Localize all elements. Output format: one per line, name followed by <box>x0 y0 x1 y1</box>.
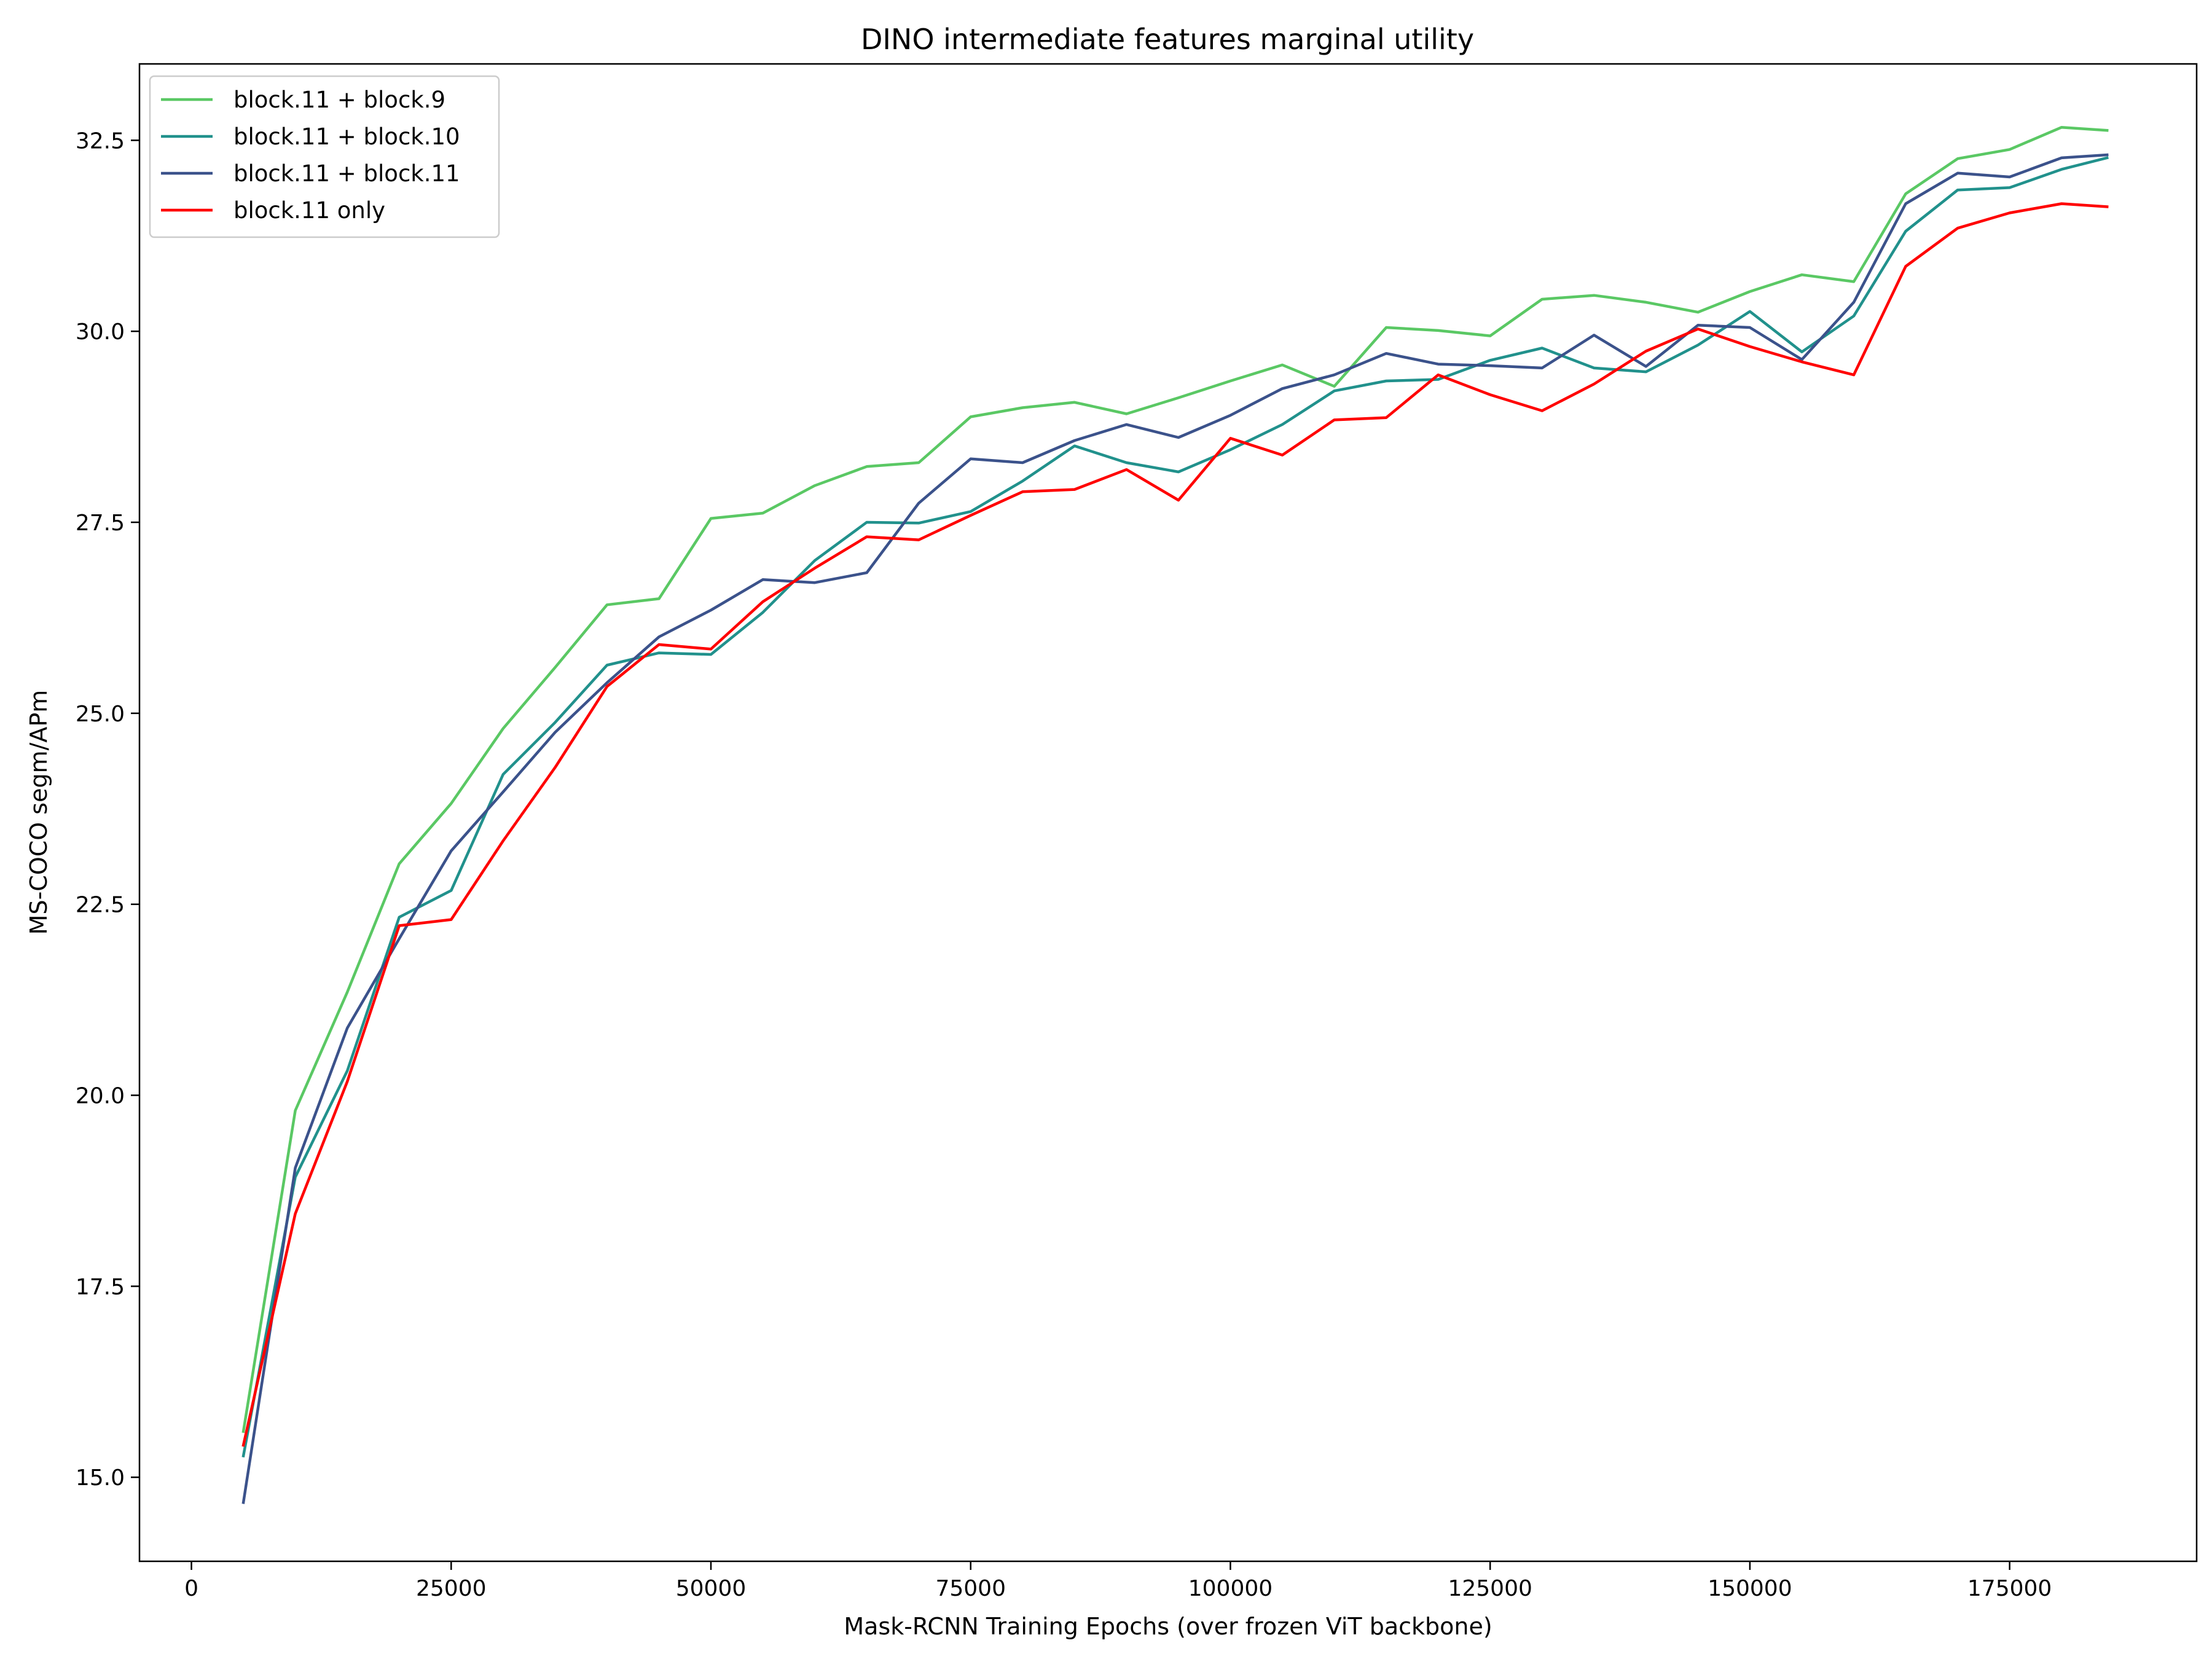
y-tick-label: 25.0 <box>76 702 125 727</box>
y-tick-label: 27.5 <box>76 511 125 536</box>
series-line-4 <box>241 202 2109 1447</box>
x-tick-label: 25000 <box>416 1576 487 1601</box>
x-tick-label: 0 <box>184 1576 198 1601</box>
legend-entries: block.11 + block.9 block.11 + block.10 blo… <box>161 87 460 224</box>
plot-area-frame <box>138 63 2198 1563</box>
x-axis-ticks: 0 25000 50000 75000 100000 125000 150000 175000 <box>184 1561 2052 1601</box>
x-tick-label: 125000 <box>1448 1576 1532 1601</box>
series-line-3 <box>241 153 2109 1504</box>
legend-label: block.11 + block.10 <box>233 124 460 150</box>
y-tick-label: 15.0 <box>76 1465 125 1491</box>
legend-label: block.11 + block.11 <box>233 160 460 187</box>
x-tick-label: 175000 <box>1967 1576 2052 1601</box>
y-tick-label: 30.0 <box>76 320 125 345</box>
y-axis-label: MS-COCO segm/APm <box>25 690 52 935</box>
chart-title: DINO intermediate features marginal util… <box>861 23 1474 56</box>
legend: block.11 + block.9 block.11 + block.10 blo… <box>149 75 500 238</box>
x-tick-label: 50000 <box>676 1576 747 1601</box>
x-tick-label: 100000 <box>1188 1576 1273 1601</box>
y-tick-label: 17.5 <box>76 1274 125 1300</box>
y-tick-label: 22.5 <box>76 893 125 918</box>
series-line-2 <box>241 156 2109 1458</box>
plot-lines <box>241 125 2109 1504</box>
y-tick-label: 32.5 <box>76 128 125 154</box>
y-axis-ticks: 15.0 17.5 20.0 22.5 25.0 27.5 30.0 32.5 <box>76 128 139 1491</box>
x-tick-label: 75000 <box>935 1576 1006 1601</box>
x-tick-label: 150000 <box>1708 1576 1792 1601</box>
y-tick-label: 20.0 <box>76 1084 125 1109</box>
legend-label: block.11 + block.9 <box>233 87 445 113</box>
legend-box <box>149 75 500 238</box>
series-line-1 <box>241 125 2109 1433</box>
legend-label: block.11 only <box>233 197 385 224</box>
x-axis-label: Mask-RCNN Training Epochs (over frozen V… <box>844 1613 1492 1640</box>
